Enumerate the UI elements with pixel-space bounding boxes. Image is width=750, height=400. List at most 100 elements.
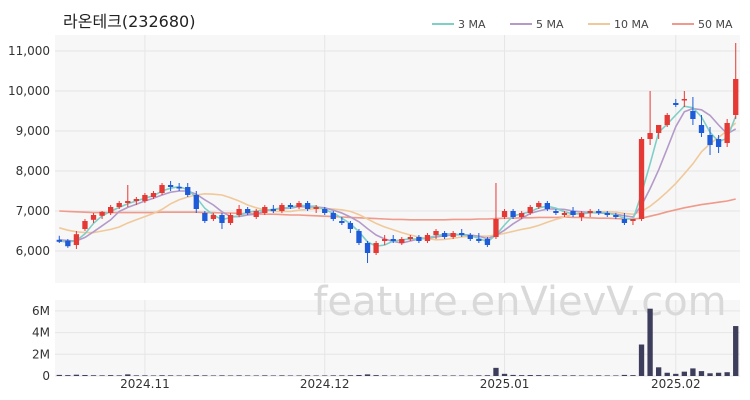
candle-body [185, 187, 191, 195]
volume-bar [501, 373, 508, 376]
volume-bar [459, 375, 465, 376]
volume-tick-label: 4M [32, 326, 50, 340]
candle-body [416, 237, 422, 241]
volume-bar [476, 375, 482, 376]
candle-body [493, 219, 499, 237]
volume-bar [733, 326, 739, 376]
ma-line-50ma [59, 198, 736, 221]
volume-bar [236, 375, 242, 376]
candlesticks [56, 43, 739, 263]
volume-bar [99, 375, 105, 376]
candle-body [210, 215, 217, 219]
candle-body [382, 239, 388, 241]
volume-bar [133, 375, 139, 376]
candle-body [304, 203, 311, 209]
candle-body [125, 201, 131, 203]
volume-bar [193, 375, 199, 376]
legend-label: 10 MA [614, 18, 649, 31]
candle-body [150, 193, 157, 197]
volume-bar [159, 375, 165, 376]
volume-bar [73, 374, 80, 376]
legend-label: 50 MA [698, 18, 733, 31]
volume-bar [724, 372, 730, 376]
volume-bar [416, 375, 422, 376]
candle-body [356, 231, 362, 243]
legend: 3 MA 5 MA 10 MA 50 MA [432, 18, 733, 31]
candle-body [459, 233, 465, 235]
candle-body [656, 125, 662, 133]
candle-body [596, 211, 602, 213]
candle-body [484, 239, 491, 245]
volume-bar [108, 375, 114, 376]
volume-bar [125, 374, 131, 376]
candle-body [142, 195, 148, 201]
volume-bar [578, 375, 585, 376]
volume-bar [510, 374, 516, 376]
candle-body [245, 209, 251, 213]
candle-body [262, 207, 268, 213]
volume-bar [424, 375, 431, 376]
candle-body [613, 215, 619, 217]
candle-body [519, 213, 525, 217]
volume-bar [56, 374, 62, 376]
volume-bar [202, 375, 208, 376]
candle-body [202, 213, 208, 221]
candle-body [604, 213, 610, 215]
volume-bar [715, 372, 722, 376]
volume-bar [227, 375, 234, 376]
candle-body [630, 219, 636, 221]
volume-bar [707, 373, 713, 376]
volume-bar [167, 375, 174, 376]
ma-line-10ma [59, 122, 737, 241]
candle-body [227, 215, 234, 223]
candle-body [433, 231, 439, 235]
volume-bar [519, 375, 525, 376]
candle-body [476, 239, 482, 241]
volume-bar [373, 375, 379, 376]
y-tick-label: 6,000 [16, 244, 50, 258]
volume-bar [544, 375, 550, 376]
volume-bar [287, 375, 294, 376]
candle-body [399, 239, 405, 243]
candle-body [287, 205, 294, 207]
candle-body [647, 133, 653, 139]
candle-body [570, 211, 576, 215]
volume-bar [219, 375, 225, 376]
volume-bar [647, 308, 653, 376]
volume-bar [210, 375, 217, 376]
volume-tick-label: 2M [32, 347, 50, 361]
x-tick-label: 2024.12 [300, 377, 350, 391]
y-tick-label: 9,000 [16, 124, 50, 138]
volume-bars [56, 308, 739, 376]
volume-bar [364, 374, 371, 376]
candle-body [527, 207, 533, 213]
candle-body [330, 213, 336, 219]
candle-body [536, 203, 542, 207]
candle-body [510, 211, 516, 217]
candle-body [424, 235, 431, 241]
volume-bar [382, 375, 388, 376]
volume-bar [527, 375, 533, 376]
moving-average-lines [59, 105, 737, 248]
candle-body [253, 211, 259, 217]
candle-body [322, 209, 328, 213]
candle-body [313, 207, 319, 209]
volume-bar [150, 375, 157, 376]
candle-body [441, 233, 448, 237]
candle-body [390, 239, 396, 241]
volume-bar [185, 375, 191, 376]
candle-body [578, 213, 585, 217]
volume-bar [65, 375, 71, 376]
candle-body [698, 125, 705, 133]
y-tick-label: 7,000 [16, 204, 50, 218]
candle-body [236, 209, 242, 215]
candle-body [82, 221, 88, 229]
y-tick-label: 11,000 [8, 44, 50, 58]
candle-body [715, 139, 722, 147]
volume-bar [553, 375, 559, 376]
candle-body [167, 185, 174, 187]
volume-bar [116, 375, 122, 376]
candle-body [73, 234, 80, 245]
candle-body [219, 215, 225, 223]
